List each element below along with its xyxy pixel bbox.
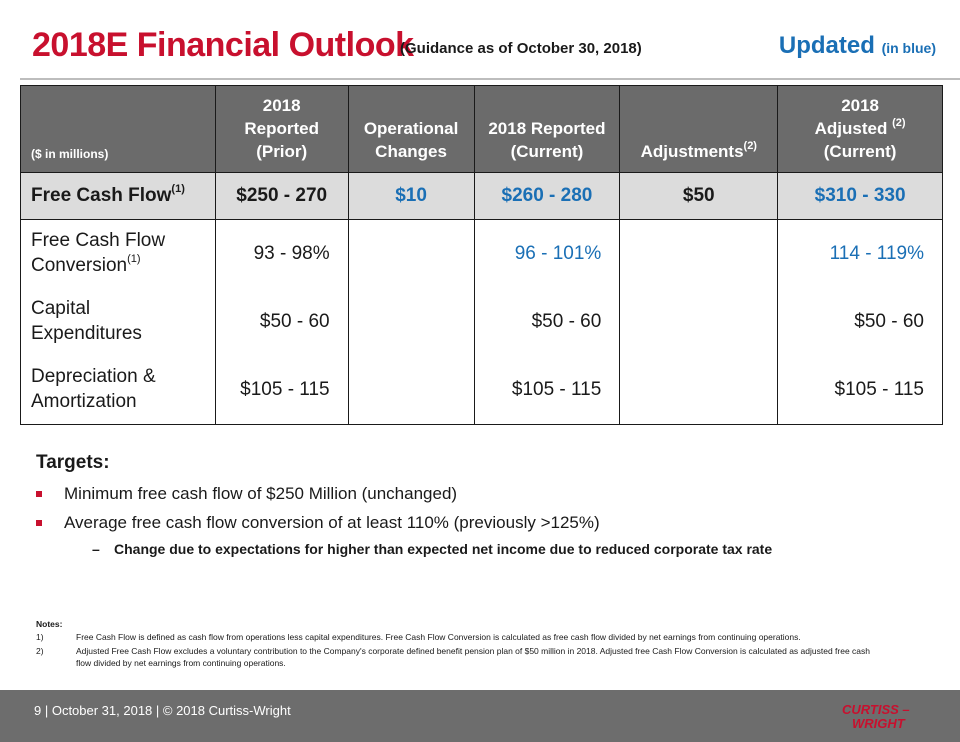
targets-section: Targets: bbox=[36, 452, 110, 474]
col-header-operational-changes: Operational Changes bbox=[347, 85, 475, 173]
notes-section: Notes: 1) Free Cash Flow is defined as c… bbox=[36, 619, 886, 672]
financial-outlook-table: ($ in millions) 2018 Reported (Prior) Oper… bbox=[20, 85, 943, 425]
sub-bullet-text: Change due to expectations for higher th… bbox=[114, 541, 773, 557]
cell-current: $105 - 115 bbox=[473, 356, 621, 425]
unit-label: ($ in millions) bbox=[20, 85, 216, 173]
updated-note: (in blue) bbox=[881, 40, 936, 56]
cell-adj bbox=[619, 219, 779, 288]
cell-adj bbox=[619, 356, 779, 425]
logo-line-2: WRIGHT bbox=[852, 716, 906, 731]
bullet-text: Minimum free cash flow of $250 Million (… bbox=[64, 484, 458, 503]
title-divider bbox=[20, 78, 960, 80]
table-header-row: ($ in millions) 2018 Reported (Prior) Oper… bbox=[20, 85, 943, 173]
note-item: 1) Free Cash Flow is defined as cash flo… bbox=[36, 632, 886, 644]
bullet-square-icon bbox=[36, 491, 42, 497]
col-header-reported-current: 2018 Reported (Current) bbox=[473, 85, 621, 173]
row-label: Free Cash Flow Conversion(1) bbox=[20, 219, 216, 288]
row-label: Free Cash Flow(1) bbox=[20, 172, 216, 220]
bullet-square-icon bbox=[36, 520, 42, 526]
cell-ops: $10 bbox=[347, 172, 475, 220]
cell-current: 96 - 101% bbox=[473, 219, 621, 288]
note-number: 1) bbox=[36, 632, 44, 642]
logo-line-1: CURTISS – bbox=[842, 702, 910, 717]
cell-adj: $50 bbox=[619, 172, 779, 220]
col-header-adjusted-current: 2018 Adjusted (2) (Current) bbox=[777, 85, 943, 173]
table-row-free-cash-flow: Free Cash Flow(1) $250 - 270 $10 $260 - … bbox=[20, 172, 943, 220]
notes-heading: Notes: bbox=[36, 619, 63, 629]
table-row-fcf-conversion: Free Cash Flow Conversion(1) 93 - 98% 96 … bbox=[20, 219, 943, 288]
col-header-reported-prior: 2018 Reported (Prior) bbox=[214, 85, 349, 173]
cell-prior: $50 - 60 bbox=[214, 288, 349, 356]
title-row: 2018E Financial Outlook (Guidance as of … bbox=[32, 26, 940, 70]
note-text: Free Cash Flow is defined as cash flow f… bbox=[76, 632, 801, 642]
cell-current: $50 - 60 bbox=[473, 288, 621, 356]
bullet-text: Average free cash flow conversion of at … bbox=[64, 513, 600, 532]
page-subtitle: (Guidance as of October 30, 2018) bbox=[400, 40, 642, 57]
cell-adj bbox=[619, 288, 779, 356]
note-number: 2) bbox=[36, 645, 44, 656]
dash-marker: – bbox=[92, 541, 100, 557]
cell-ops bbox=[347, 219, 475, 288]
cell-prior: 93 - 98% bbox=[214, 219, 349, 288]
row-label: Capital Expenditures bbox=[20, 288, 216, 356]
targets-heading: Targets: bbox=[36, 452, 110, 473]
footer-text: 9 | October 31, 2018 | © 2018 Curtiss-Wr… bbox=[34, 703, 291, 718]
cell-current: $260 - 280 bbox=[473, 172, 621, 220]
footer-bar: 9 | October 31, 2018 | © 2018 Curtiss-Wr… bbox=[0, 690, 960, 742]
updated-label: Updated bbox=[778, 32, 875, 59]
cell-prior: $105 - 115 bbox=[214, 356, 349, 425]
note-item: 2) Adjusted Free Cash Flow excludes a vo… bbox=[36, 646, 886, 670]
cell-prior: $250 - 270 bbox=[214, 172, 349, 220]
cell-ops bbox=[347, 356, 475, 425]
table-row-capex: Capital Expenditures $50 - 60 $50 - 60 $5… bbox=[20, 288, 943, 356]
cell-ops bbox=[347, 288, 475, 356]
cell-adjusted: 114 - 119% bbox=[777, 219, 943, 288]
table-row-dna: Depreciation & Amortization $105 - 115 $1… bbox=[20, 356, 943, 425]
cell-adjusted: $50 - 60 bbox=[777, 288, 943, 356]
curtiss-wright-logo: CURTISS – WRIGHT bbox=[838, 700, 934, 732]
cell-adjusted: $105 - 115 bbox=[777, 356, 943, 425]
updated-legend: Updated (in blue) bbox=[779, 32, 936, 60]
cell-adjusted: $310 - 330 bbox=[777, 172, 943, 220]
note-text: Adjusted Free Cash Flow excludes a volun… bbox=[76, 645, 870, 668]
row-label: Depreciation & Amortization bbox=[20, 356, 216, 425]
page-title: 2018E Financial Outlook bbox=[32, 26, 414, 64]
col-header-adjustments: Adjustments(2) bbox=[619, 85, 779, 173]
